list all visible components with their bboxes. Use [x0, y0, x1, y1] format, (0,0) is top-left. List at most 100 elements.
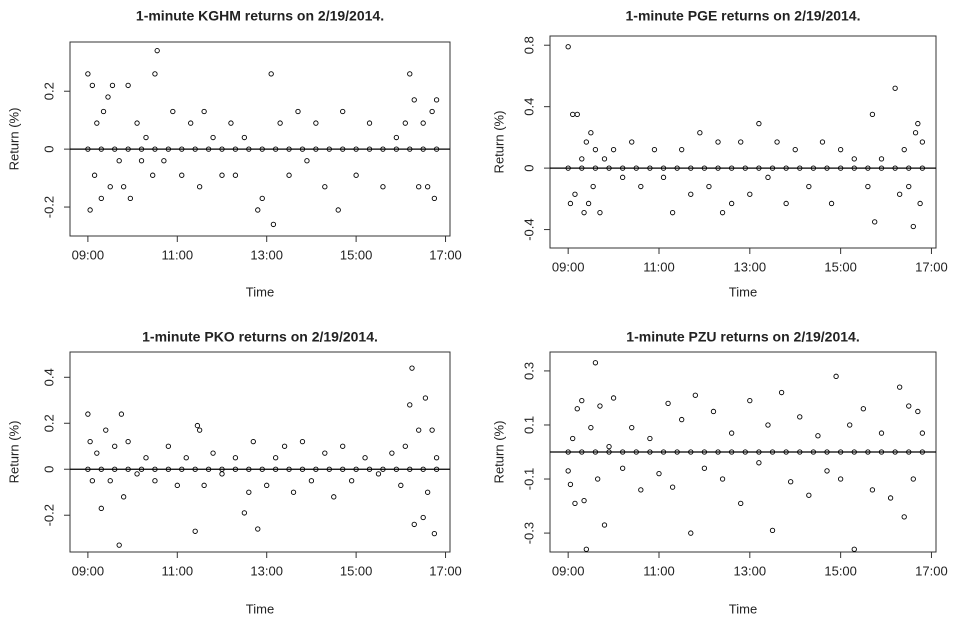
- data-point: [331, 494, 337, 500]
- data-point: [833, 373, 839, 379]
- data-point: [313, 120, 319, 126]
- data-point: [869, 487, 876, 493]
- chart-title: 1-minute KGHM returns on 2/19/2014.: [136, 8, 384, 24]
- data-point: [210, 450, 216, 456]
- data-point: [738, 139, 744, 145]
- data-point: [595, 476, 601, 482]
- data-point: [565, 44, 571, 50]
- data-point: [815, 433, 821, 439]
- data-point: [433, 455, 440, 461]
- y-tick-label: -0.2: [41, 196, 56, 218]
- data-point: [897, 191, 903, 197]
- data-point: [581, 497, 587, 504]
- data-point: [597, 403, 603, 409]
- data-point: [150, 172, 156, 178]
- data-point: [422, 395, 429, 401]
- data-point: [897, 384, 903, 390]
- data-point: [402, 120, 408, 126]
- panel: 1-minute PKO returns on 2/19/2014. Time Re…: [6, 329, 461, 617]
- data-point: [118, 411, 125, 417]
- y-tick-label: -0.3: [521, 522, 536, 544]
- data-point: [620, 465, 626, 471]
- data-point: [340, 108, 346, 115]
- data-point: [393, 134, 400, 141]
- data-point: [910, 223, 916, 230]
- data-point: [290, 489, 297, 495]
- data-point: [433, 97, 440, 103]
- data-point: [579, 156, 585, 162]
- data-point: [143, 134, 149, 141]
- data-point: [299, 439, 306, 445]
- y-axis-label: Return (%): [6, 108, 21, 171]
- data-point: [774, 139, 780, 145]
- data-point: [170, 108, 176, 115]
- data-point: [89, 478, 96, 484]
- x-tick-label: 13:00: [250, 247, 283, 262]
- data-point: [183, 455, 189, 461]
- data-point: [837, 476, 844, 482]
- data-point: [579, 397, 585, 404]
- data-point: [878, 156, 885, 162]
- data-point: [847, 422, 853, 428]
- data-point: [728, 430, 735, 436]
- x-axis-label: Time: [729, 284, 757, 299]
- data-point: [98, 195, 104, 202]
- data-point: [241, 510, 248, 516]
- data-point: [592, 360, 599, 366]
- data-point: [606, 443, 612, 450]
- y-axis-label: Return (%): [491, 421, 506, 484]
- data-point: [728, 200, 735, 207]
- y-tick-label: 0.1: [521, 416, 536, 434]
- data-point: [375, 471, 382, 477]
- data-point: [89, 82, 96, 89]
- data-point: [154, 48, 160, 54]
- x-tick-label: 15:00: [340, 563, 373, 578]
- data-point: [572, 191, 578, 197]
- data-point: [837, 147, 844, 153]
- data-point: [424, 184, 431, 190]
- y-tick-label: 0.4: [521, 98, 536, 116]
- data-point: [264, 482, 270, 488]
- data-point: [919, 430, 926, 436]
- data-point: [120, 184, 127, 190]
- data-point: [788, 479, 794, 485]
- data-point: [669, 484, 676, 490]
- data-point: [574, 111, 580, 117]
- data-point: [588, 130, 594, 136]
- data-point: [353, 172, 359, 178]
- data-point: [610, 395, 617, 401]
- data-point: [601, 156, 608, 162]
- data-point: [270, 221, 277, 228]
- data-point: [592, 147, 599, 153]
- data-point: [719, 210, 726, 216]
- data-point: [295, 108, 301, 115]
- data-point: [85, 71, 91, 77]
- data-point: [665, 400, 671, 407]
- y-tick-label: 0: [41, 146, 56, 153]
- data-point: [402, 443, 408, 449]
- panel: 1-minute PZU returns on 2/19/2014. Time Re…: [491, 329, 947, 617]
- data-point: [277, 120, 283, 126]
- data-point: [201, 482, 207, 488]
- data-point: [98, 505, 104, 511]
- data-point: [116, 542, 122, 548]
- data-point: [629, 139, 635, 145]
- data-point: [747, 191, 753, 197]
- data-point: [268, 71, 274, 77]
- y-tick-label: 0.3: [521, 362, 536, 380]
- x-tick-label: 13:00: [250, 563, 283, 578]
- data-point: [308, 478, 315, 484]
- x-tick-label: 09:00: [72, 563, 105, 578]
- y-tick-label: 0.2: [41, 82, 56, 100]
- data-point: [100, 108, 107, 115]
- data-point: [416, 184, 422, 190]
- x-tick-label: 13:00: [734, 563, 767, 578]
- x-tick-label: 11:00: [643, 563, 675, 578]
- data-point: [94, 120, 100, 126]
- y-tick-label: 0.2: [41, 414, 56, 432]
- data-point: [851, 156, 857, 162]
- y-tick-label: -0.2: [41, 504, 56, 526]
- x-tick-label: 11:00: [162, 247, 194, 262]
- data-point: [581, 210, 587, 216]
- y-axis-label: Return (%): [6, 421, 21, 484]
